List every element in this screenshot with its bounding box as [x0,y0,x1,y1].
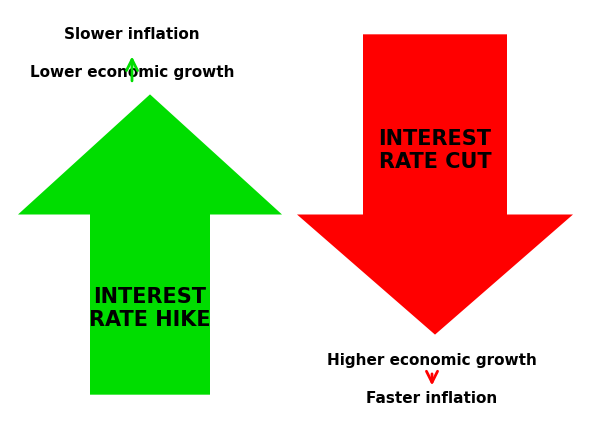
Text: Higher economic growth: Higher economic growth [327,353,537,368]
Text: Lower economic growth: Lower economic growth [30,66,234,80]
Polygon shape [18,94,282,395]
Polygon shape [297,34,573,335]
Text: INTEREST
RATE CUT: INTEREST RATE CUT [379,129,491,172]
Text: INTEREST
RATE HIKE: INTEREST RATE HIKE [89,287,211,330]
Text: Faster inflation: Faster inflation [367,392,497,406]
Text: Slower inflation: Slower inflation [64,27,200,42]
